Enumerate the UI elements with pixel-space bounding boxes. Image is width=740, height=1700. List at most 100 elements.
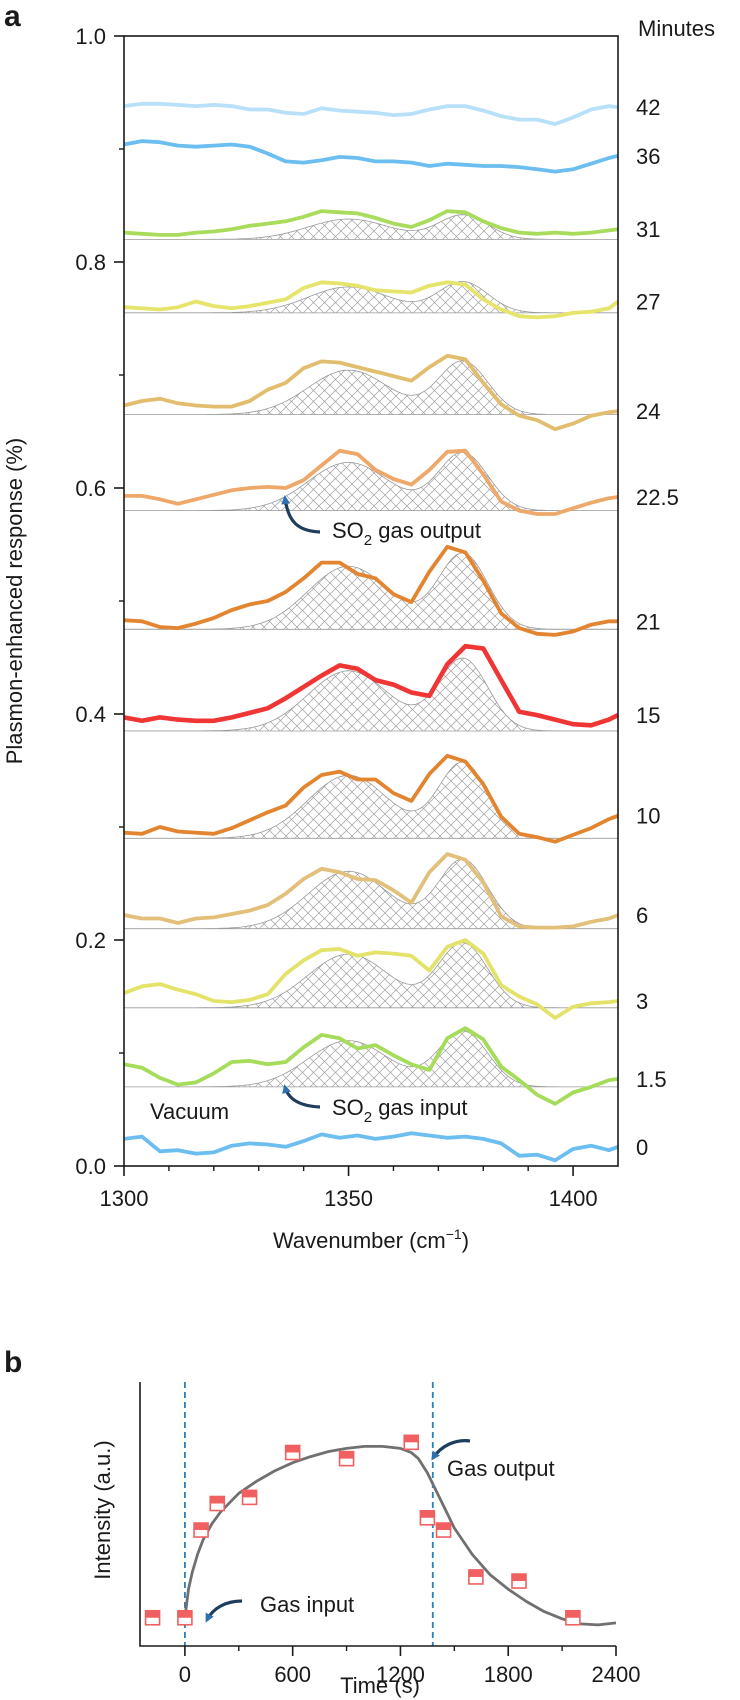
gas-output-arrow-b: [431, 1439, 471, 1461]
so2-gas-input-label: SO2 gas input: [332, 1095, 468, 1126]
spectrum-line-1.5: [123, 1026, 619, 1106]
x-tick-label-a: 1300: [100, 1186, 149, 1211]
y-tick-label-a: 0.4: [75, 702, 106, 727]
data-point: [435, 1522, 452, 1538]
data-point-fill: [194, 1523, 209, 1531]
data-point-fill: [404, 1435, 419, 1443]
minute-label-21: 21: [636, 609, 660, 634]
data-point: [511, 1573, 527, 1589]
annotations-a: SO2 gas input SO2 gas output: [281, 495, 481, 1126]
minute-label-0: 0: [636, 1135, 648, 1160]
data-point-fill: [177, 1610, 192, 1618]
x-tick-label-a: 1400: [549, 1186, 598, 1211]
data-point-fill: [468, 1569, 483, 1577]
data-point: [565, 1609, 581, 1626]
data-point: [144, 1609, 161, 1626]
spectrum-line-0: [123, 1131, 619, 1163]
spectrum-line-31: [123, 209, 619, 237]
peak-fill-31: [124, 214, 618, 240]
data-point-fill: [242, 1490, 257, 1498]
y-tick-label-a: 0.8: [75, 250, 106, 275]
fit-curve: [183, 1445, 617, 1627]
data-point-fill: [512, 1574, 527, 1582]
minute-label-15: 15: [636, 703, 660, 728]
x-tick-label-b: 1800: [484, 1662, 533, 1687]
peak-fill-15: [123, 657, 619, 732]
minute-label-24: 24: [636, 399, 660, 424]
spectrum-line-42: [123, 101, 619, 126]
peak-fill-27: [123, 280, 619, 314]
x-tick-label-b: 600: [274, 1662, 311, 1687]
spectrum-line-22.5: [124, 448, 619, 516]
y-tick-label-a: 0.0: [75, 1154, 106, 1179]
spectrum-line-6: [123, 852, 619, 930]
minute-label-36: 36: [636, 144, 660, 169]
data-point: [284, 1444, 301, 1461]
gas-input-arrow: [282, 1084, 321, 1109]
minute-label-3: 3: [636, 989, 648, 1014]
gas-input-arrow-b: [205, 1599, 243, 1623]
x-axis-label-a: Wavenumber (cm−1): [273, 1226, 469, 1253]
data-point: [338, 1450, 355, 1467]
x-tick-label-a: 1350: [324, 1186, 373, 1211]
spectrum-line-15: [123, 643, 620, 728]
panel-a-label: a: [4, 0, 21, 33]
peak-fill-1.5: [124, 1030, 618, 1088]
peak-fill-21: [123, 552, 619, 630]
gas-output-arrow: [281, 495, 321, 534]
axes-a: 0.0 0.2 0.4 0.6 0.8 1.0 1300 1350 1400: [75, 24, 597, 1211]
minute-label-42: 42: [636, 95, 660, 120]
y-tick-label-a: 1.0: [75, 24, 106, 49]
plot-b-axes: [139, 1382, 616, 1647]
minute-label-6: 6: [636, 903, 648, 928]
data-point-fill: [339, 1451, 354, 1459]
minute-label-27: 27: [636, 290, 660, 315]
vacuum-label: Vacuum: [150, 1099, 229, 1124]
data-point-fill: [145, 1610, 160, 1618]
data-point-fill: [420, 1510, 435, 1518]
peak-fill-22.5: [124, 451, 618, 511]
data-point: [468, 1569, 484, 1585]
x-tick-label-b: 2400: [592, 1662, 641, 1687]
spectrum-line-36: [123, 139, 619, 174]
peak-fill-24: [124, 360, 618, 415]
spectrum-line-21: [123, 544, 618, 637]
x-tick-label-b: 1200: [376, 1662, 425, 1687]
gas-output-label: Gas output: [447, 1456, 555, 1481]
panel-b-kinetics: b 0 600 1200 1800 2400 Intensity (a.u.) Time…: [4, 1346, 640, 1698]
x-axis-label-b: Time (s): [340, 1673, 420, 1698]
y-tick-label-a: 0.6: [75, 476, 106, 501]
so2-gas-output-label: SO2 gas output: [332, 518, 481, 549]
minute-label-22.5: 22.5: [636, 485, 679, 510]
data-point: [177, 1609, 193, 1626]
peak-fill-10: [124, 761, 618, 839]
minute-label-1.5: 1.5: [636, 1067, 667, 1092]
data-point: [419, 1510, 436, 1526]
panel-b-label: b: [4, 1346, 22, 1379]
y-axis-label-b: Intensity (a.u.): [90, 1440, 115, 1579]
axes-b: 0 600 1200 1800 2400: [179, 1646, 641, 1687]
data-point-fill: [436, 1523, 451, 1531]
minute-label-31: 31: [636, 217, 660, 242]
data-point: [241, 1489, 258, 1506]
data-point: [193, 1522, 209, 1538]
x-tick-label-b: 0: [179, 1662, 191, 1687]
peak-fills: [123, 214, 619, 1088]
spectrum-line-10: [123, 753, 619, 844]
minute-label-10: 10: [636, 804, 660, 829]
data-point-fill: [210, 1496, 225, 1504]
gas-input-label: Gas input: [260, 1592, 354, 1617]
fit-curve-line: [183, 1445, 617, 1627]
spectrum-line-27: [123, 280, 620, 320]
data-point: [209, 1495, 226, 1512]
data-point-fill: [565, 1610, 580, 1618]
data-point-fill: [285, 1445, 300, 1453]
spectrum-line-24: [123, 353, 619, 432]
spectrum-line-3: [123, 938, 619, 1020]
panel-a-spectra: a Minutes 0.0 0.2 0.4 0.6 0.8 1.0 1300 1350 1400…: [2, 0, 715, 1253]
spectrum-lines: [123, 101, 620, 1163]
y-tick-label-a: 0.2: [75, 928, 106, 953]
data-point: [403, 1434, 420, 1451]
